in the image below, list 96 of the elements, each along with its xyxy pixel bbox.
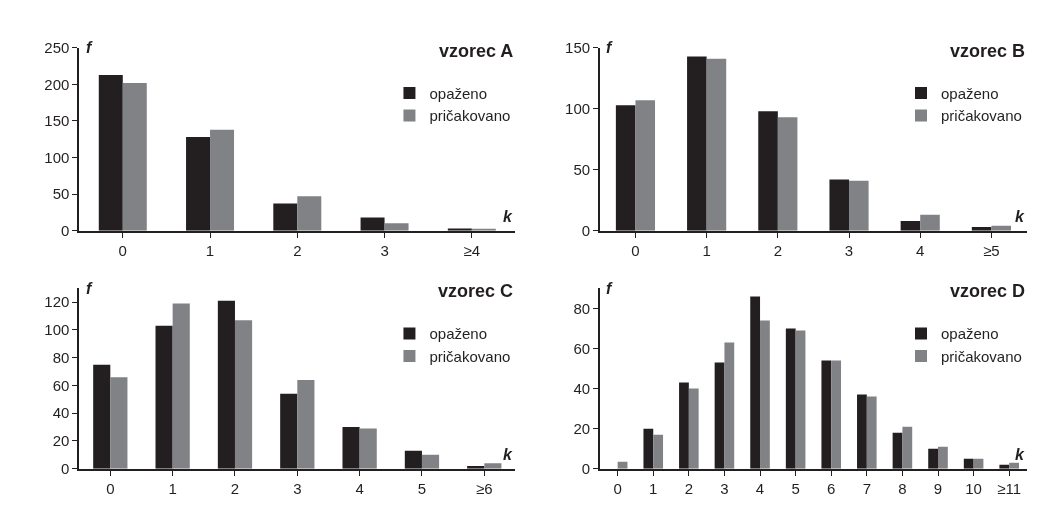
x-axis-title: k (503, 208, 513, 225)
legend-label: pričakovano (429, 347, 511, 365)
legend-label: pričakovano (429, 107, 511, 125)
bar (234, 320, 253, 469)
y-tick-label: 80 (52, 348, 70, 366)
legend-label: opaženo (429, 325, 488, 343)
x-tick-label: 3 (380, 241, 389, 259)
y-tick-label: 0 (61, 459, 70, 477)
y-tick-label: 100 (44, 148, 70, 166)
x-tick-label: 6 (827, 479, 836, 497)
x-tick-label: 5 (417, 479, 427, 497)
x-tick-label: 9 (933, 479, 943, 497)
x-tick-label: 0 (631, 241, 640, 259)
bar (920, 214, 940, 231)
bar (653, 434, 664, 469)
x-tick-label: ≥11 (997, 479, 1022, 497)
bar (724, 342, 735, 469)
bar (172, 303, 190, 469)
legend-label: opaženo (429, 84, 488, 102)
y-tick-label: 60 (573, 339, 591, 357)
x-tick-label: ≥6 (476, 479, 493, 497)
bar (831, 360, 842, 469)
x-tick-label: ≥5 (983, 241, 1000, 259)
bar (902, 426, 913, 469)
x-axis-title: k (1015, 208, 1025, 225)
x-tick-label: 1 (649, 479, 658, 497)
x-tick-label: 4 (916, 241, 925, 259)
bar (421, 454, 440, 469)
y-tick-label: 50 (52, 185, 70, 203)
y-tick-label: 80 (573, 299, 591, 317)
x-tick-label: 8 (898, 479, 907, 497)
x-tick-label: 1 (702, 241, 711, 259)
bar (110, 377, 128, 469)
bar (795, 330, 806, 469)
bar (635, 100, 656, 231)
bar (849, 180, 869, 231)
y-tick-label: 100 (44, 321, 70, 339)
x-tick-label: 2 (684, 479, 694, 497)
x-tick-label: 1 (205, 241, 215, 259)
x-tick-label: 2 (293, 241, 302, 259)
bar (210, 129, 235, 231)
legend-label: opaženo (941, 84, 999, 102)
x-tick-label: 2 (773, 241, 783, 259)
x-tick-label: 0 (118, 241, 127, 259)
x-tick-label: 10 (965, 479, 982, 497)
chart-title: vzorec C (438, 281, 514, 301)
bar (384, 223, 409, 231)
x-tick-label: 3 (844, 241, 854, 259)
legend-label: pričakovano (941, 107, 1022, 125)
bar (706, 58, 727, 231)
bar (122, 82, 147, 231)
bar (359, 428, 377, 469)
bar (777, 117, 798, 231)
bar (297, 196, 322, 231)
y-tick-label: 0 (61, 221, 70, 239)
x-tick-label: 0 (613, 479, 622, 497)
y-tick-label: 20 (52, 432, 70, 450)
y-axis-title: f (86, 39, 93, 56)
x-tick-label: 1 (168, 479, 177, 497)
y-axis-title: f (606, 39, 613, 56)
chart-title: vzorec B (950, 41, 1026, 61)
bar (938, 446, 948, 469)
y-tick-label: 50 (573, 160, 591, 178)
y-tick-label: 150 (565, 39, 591, 57)
chart-title: vzorec A (439, 41, 514, 61)
legend-label: opaženo (941, 325, 999, 343)
x-tick-label: 5 (791, 479, 800, 497)
x-tick-label: 3 (293, 479, 302, 497)
y-tick-label: 20 (573, 419, 591, 437)
y-tick-label: 250 (44, 39, 70, 57)
legend-label: pričakovano (941, 347, 1022, 365)
y-tick-label: 0 (581, 459, 591, 477)
y-axis-title: f (606, 280, 613, 297)
y-tick-label: 0 (581, 221, 591, 239)
bar (866, 396, 877, 469)
x-tick-label: 7 (862, 479, 871, 497)
x-tick-label: 3 (720, 479, 729, 497)
x-tick-label: 2 (230, 479, 240, 497)
y-axis-title: f (86, 280, 93, 297)
x-axis-title: k (503, 446, 513, 463)
y-tick-label: 200 (44, 75, 70, 93)
x-tick-label: 4 (355, 479, 364, 497)
x-axis-title: k (1015, 446, 1025, 463)
y-tick-label: 40 (573, 379, 591, 397)
x-tick-label: ≥4 (463, 241, 481, 259)
bar (760, 320, 770, 469)
y-tick-label: 60 (52, 376, 70, 394)
y-tick-label: 120 (44, 293, 70, 311)
x-tick-label: 0 (106, 479, 115, 497)
x-tick-label: 4 (755, 479, 765, 497)
chart-title: vzorec D (950, 281, 1026, 301)
y-tick-label: 40 (52, 404, 70, 422)
bar (688, 388, 699, 469)
y-tick-label: 100 (565, 100, 591, 118)
bar (297, 379, 315, 469)
y-tick-label: 150 (44, 112, 70, 130)
